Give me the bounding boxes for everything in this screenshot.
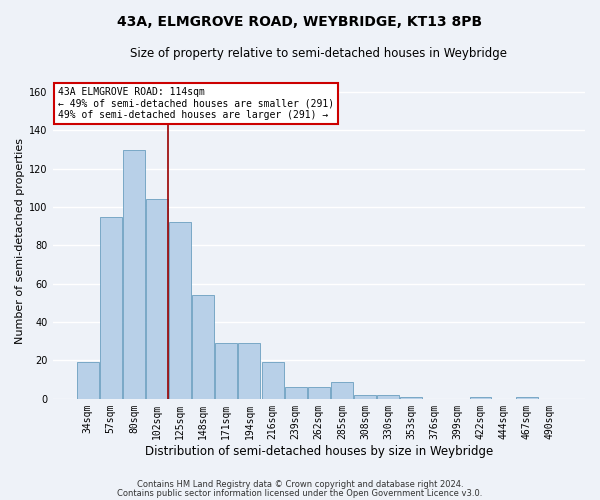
Bar bbox=[146, 200, 168, 399]
Text: 43A ELMGROVE ROAD: 114sqm
← 49% of semi-detached houses are smaller (291)
49% of: 43A ELMGROVE ROAD: 114sqm ← 49% of semi-… bbox=[58, 87, 334, 120]
Bar bbox=[77, 362, 98, 399]
Bar bbox=[123, 150, 145, 399]
Bar bbox=[284, 388, 307, 399]
Bar bbox=[516, 397, 538, 399]
Bar bbox=[262, 362, 284, 399]
Bar bbox=[354, 395, 376, 399]
Bar bbox=[100, 216, 122, 399]
Bar bbox=[308, 388, 330, 399]
Bar bbox=[400, 397, 422, 399]
Text: Contains public sector information licensed under the Open Government Licence v3: Contains public sector information licen… bbox=[118, 489, 482, 498]
Title: Size of property relative to semi-detached houses in Weybridge: Size of property relative to semi-detach… bbox=[130, 48, 507, 60]
Bar bbox=[215, 343, 238, 399]
Bar bbox=[238, 343, 260, 399]
Bar bbox=[470, 397, 491, 399]
X-axis label: Distribution of semi-detached houses by size in Weybridge: Distribution of semi-detached houses by … bbox=[145, 444, 493, 458]
Text: 43A, ELMGROVE ROAD, WEYBRIDGE, KT13 8PB: 43A, ELMGROVE ROAD, WEYBRIDGE, KT13 8PB bbox=[118, 15, 482, 29]
Bar bbox=[192, 296, 214, 399]
Bar bbox=[331, 382, 353, 399]
Y-axis label: Number of semi-detached properties: Number of semi-detached properties bbox=[15, 138, 25, 344]
Text: Contains HM Land Registry data © Crown copyright and database right 2024.: Contains HM Land Registry data © Crown c… bbox=[137, 480, 463, 489]
Bar bbox=[377, 395, 399, 399]
Bar bbox=[169, 222, 191, 399]
